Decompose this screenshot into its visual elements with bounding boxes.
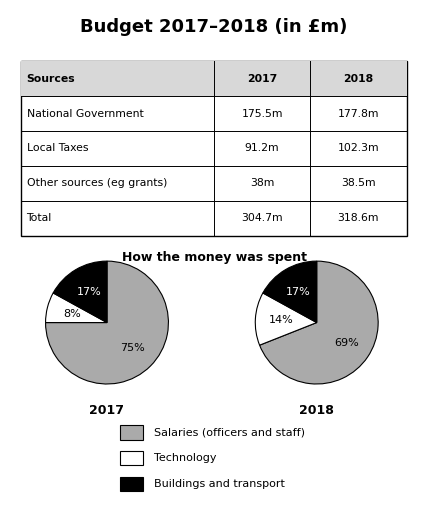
Wedge shape (45, 261, 169, 384)
Wedge shape (45, 293, 107, 323)
Text: 2018: 2018 (343, 74, 374, 84)
Text: Total: Total (27, 213, 52, 223)
Text: 2017: 2017 (89, 404, 125, 417)
Text: Local Taxes: Local Taxes (27, 143, 88, 154)
Bar (21, 61, 407, 96)
Text: 2017: 2017 (247, 74, 277, 84)
Text: 304.7m: 304.7m (241, 213, 283, 223)
Wedge shape (255, 293, 317, 345)
Text: 175.5m: 175.5m (241, 109, 283, 119)
Text: 38.5m: 38.5m (341, 178, 376, 188)
Bar (120, 425, 143, 440)
Wedge shape (263, 261, 317, 323)
Text: 177.8m: 177.8m (338, 109, 379, 119)
Wedge shape (53, 261, 107, 323)
Text: 17%: 17% (286, 287, 311, 297)
Text: National Government: National Government (27, 109, 143, 119)
Text: 318.6m: 318.6m (338, 213, 379, 223)
Text: 2018: 2018 (299, 404, 334, 417)
Text: 69%: 69% (334, 337, 359, 348)
Text: Other sources (eg grants): Other sources (eg grants) (27, 178, 167, 188)
Text: How the money was spent: How the money was spent (122, 251, 306, 264)
Bar (21, 61, 407, 236)
Text: 8%: 8% (64, 309, 81, 318)
Text: 102.3m: 102.3m (338, 143, 379, 154)
Text: 17%: 17% (77, 287, 101, 297)
Text: 38m: 38m (250, 178, 274, 188)
Wedge shape (260, 261, 378, 384)
Bar (120, 451, 143, 465)
Bar (120, 477, 143, 491)
Text: 91.2m: 91.2m (245, 143, 279, 154)
Text: 14%: 14% (269, 315, 294, 325)
Text: 75%: 75% (120, 343, 145, 353)
Text: Salaries (officers and staff): Salaries (officers and staff) (154, 428, 305, 438)
Text: Technology: Technology (154, 453, 217, 463)
Text: Budget 2017–2018 (in £m): Budget 2017–2018 (in £m) (80, 18, 348, 36)
Text: Sources: Sources (27, 74, 75, 84)
Text: Buildings and transport: Buildings and transport (154, 479, 285, 489)
